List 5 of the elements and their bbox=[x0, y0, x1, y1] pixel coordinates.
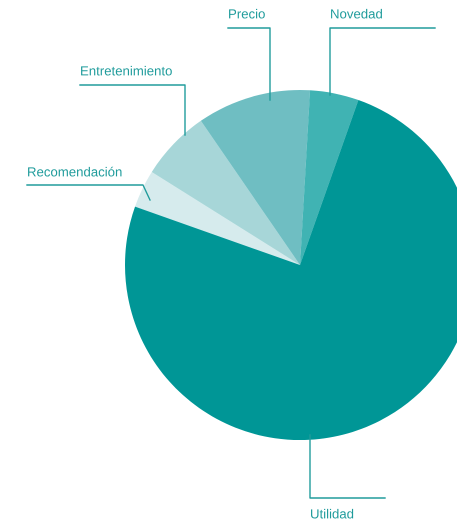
slice-label: Entretenimiento bbox=[81, 66, 172, 76]
slice-label: Recomendación bbox=[28, 166, 122, 177]
slice-label: Precio bbox=[229, 8, 265, 19]
slice-label: Utilidad bbox=[311, 508, 354, 519]
slice-label: Novedad bbox=[331, 8, 382, 19]
